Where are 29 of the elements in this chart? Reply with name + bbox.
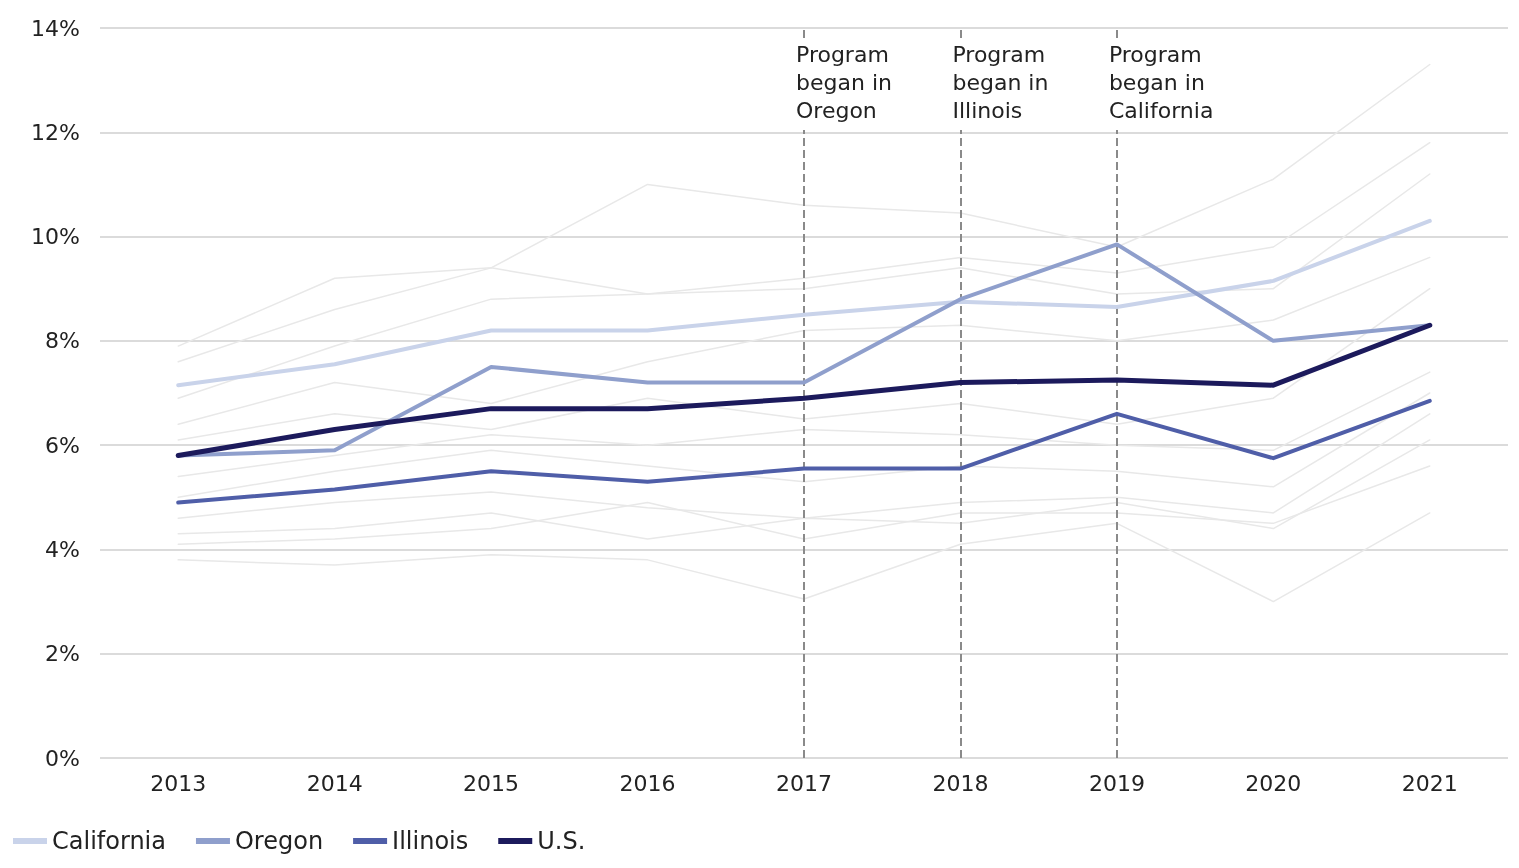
- ref-line-label: Program began in California: [1108, 41, 1214, 123]
- x-tick-label: 2013: [150, 770, 207, 796]
- line-series: [177, 512, 1431, 603]
- x-tick-label: 2015: [463, 770, 520, 796]
- line-series: [176, 218, 1432, 388]
- y-tick-label: 2%: [45, 641, 80, 667]
- legend-label: U.S.: [537, 827, 586, 855]
- line-series: [177, 371, 1431, 478]
- line-series: [177, 287, 1431, 441]
- ref-line-label: Program began in Illinois: [952, 41, 1056, 123]
- legend-label: Oregon: [234, 827, 324, 855]
- y-tick-label: 8%: [45, 328, 80, 354]
- legend-label: California: [52, 827, 166, 855]
- y-tick-label: 4%: [45, 536, 80, 562]
- y-tick-label: 0%: [45, 745, 80, 771]
- x-tick-label: 2018: [932, 770, 989, 796]
- y-tick-label: 12%: [31, 119, 80, 145]
- y-tick-label: 14%: [31, 15, 80, 41]
- x-tick-label: 2021: [1401, 770, 1458, 796]
- ref-line-label: Program began in Oregon: [796, 41, 899, 123]
- x-tick-label: 2016: [619, 770, 676, 796]
- legend-label: Illinois: [392, 827, 469, 855]
- x-tick-label: 2017: [776, 770, 832, 796]
- y-tick-label: 6%: [45, 432, 80, 458]
- line-series: [177, 256, 1431, 426]
- x-tick-label: 2020: [1245, 770, 1302, 796]
- x-tick-label: 2019: [1088, 770, 1145, 796]
- x-tick-label: 2014: [306, 770, 363, 796]
- y-tick-label: 10%: [31, 224, 80, 250]
